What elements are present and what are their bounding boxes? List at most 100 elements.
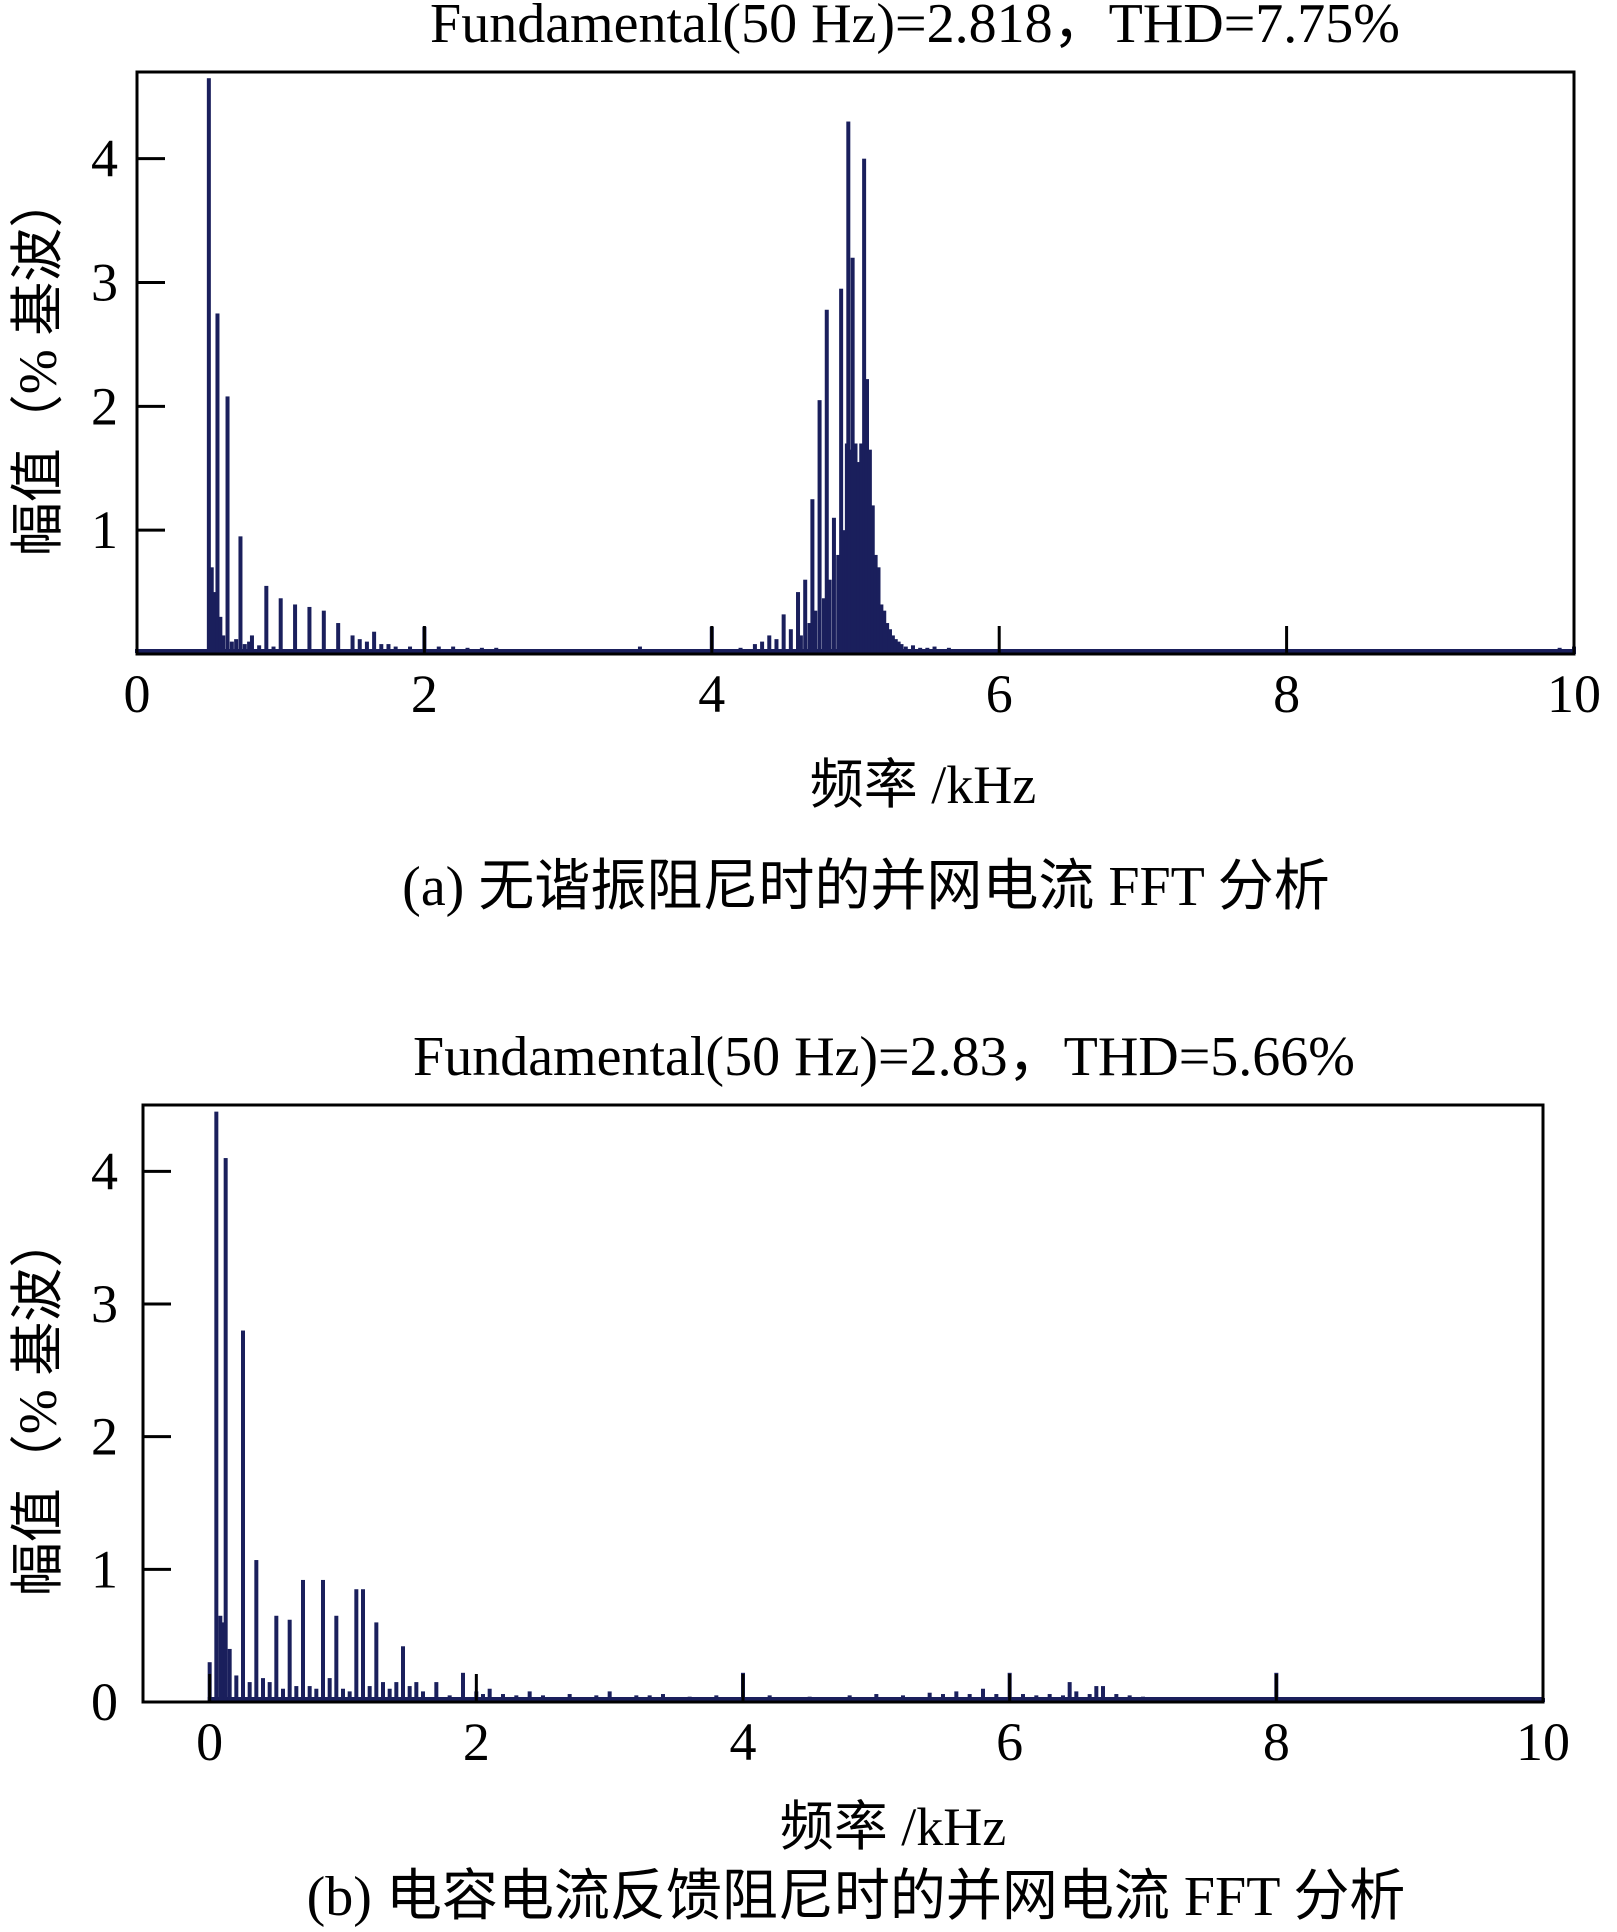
chart-b-bar: [1074, 1691, 1079, 1702]
chart-b-bar: [407, 1686, 412, 1702]
chart-a-x-axis-label: 频率 /kHz: [810, 755, 1036, 815]
chart-a-bar: [451, 646, 456, 654]
chart-a-bar: [807, 623, 812, 654]
chart-b-bar: [1474, 1698, 1479, 1702]
chart-b-bar: [307, 1686, 312, 1702]
chart-a-bar: [767, 635, 772, 654]
chart-a-bar: [850, 257, 855, 654]
chart-a-bar: [796, 592, 801, 654]
chart-a-bar: [824, 309, 829, 654]
chart-a-bar: [293, 604, 298, 654]
chart-a-bar: [899, 644, 904, 654]
chart-a-bar: [1140, 650, 1145, 654]
chart-b-bar: [1407, 1698, 1412, 1702]
chart-b-bar: [281, 1688, 285, 1702]
chart-a-bar: [893, 639, 898, 654]
chart-b-bar: [354, 1589, 359, 1702]
chart-a-bar: [918, 647, 923, 654]
chart-b-x-tick-label: 2: [463, 1712, 490, 1772]
chart-b-bar: [1127, 1695, 1132, 1702]
chart-b-bar: [227, 1648, 232, 1702]
chart-a-bar: [939, 649, 944, 654]
chart-b-bar: [487, 1688, 492, 1702]
chart-b-bar: [981, 1688, 985, 1702]
chart-b-bar: [214, 1111, 219, 1702]
chart-a-y-tick-label: 4: [91, 129, 118, 189]
chart-b-bar: [607, 1691, 612, 1702]
chart-b-plot-frame: [141, 1103, 1545, 1704]
chart-a-x-tick-label: 6: [986, 664, 1013, 724]
chart-a-plot-frame: [135, 70, 1576, 656]
chart-b-bar: [321, 1579, 325, 1702]
chart-a-bar: [229, 641, 234, 654]
chart-b-bar: [267, 1682, 272, 1702]
chart-a-bar: [234, 639, 239, 654]
chart-a-bar: [827, 579, 832, 654]
chart-a-bar: [882, 610, 887, 654]
chart-a-bar: [225, 396, 230, 654]
chart-b-x-tick-label: 4: [730, 1712, 757, 1772]
chart-b-bar: [1061, 1695, 1065, 1702]
chart-b-bar: [1341, 1698, 1345, 1702]
chart-b-y-tick-label: 0: [91, 1672, 118, 1732]
chart-a-bar: [982, 649, 987, 654]
chart-b-caption: (b) 电容电流反馈阻尼时的并网电流 FFT 分析: [307, 1866, 1406, 1928]
chart-b-y-axis-label: 幅值（% 基波）: [8, 1214, 68, 1596]
chart-b-bar: [381, 1682, 385, 1702]
chart-a-bar: [862, 158, 867, 654]
chart-a-bar: [307, 606, 312, 654]
chart-a-bar: [760, 641, 765, 654]
chart-a-bar: [218, 616, 223, 654]
chart-a-bar: [215, 313, 220, 654]
chart-a-bar: [271, 646, 276, 654]
chart-b-bar: [847, 1695, 852, 1702]
chart-a-bar: [386, 644, 391, 654]
chart-a-bar: [817, 400, 822, 654]
chart-b-bar: [1141, 1696, 1145, 1702]
chart-b-bar: [347, 1691, 352, 1702]
chart-b-bar: [394, 1682, 399, 1702]
chart-b-bar: [514, 1695, 519, 1702]
chart-b-y-tick-label: 4: [91, 1141, 118, 1201]
chart-a-bar: [257, 645, 262, 654]
chart-a-bar: [896, 641, 901, 654]
chart-a-bar: [831, 517, 836, 654]
chart-a-y-tick-label: 1: [91, 500, 118, 560]
chart-a-bar: [494, 647, 499, 654]
chart-a-bar: [321, 610, 326, 654]
chart-a-bar: [836, 554, 841, 654]
chart-a-bar: [788, 629, 793, 654]
chart-a-bar: [925, 647, 930, 654]
chart-b-x-tick-label: 10: [1516, 1712, 1570, 1772]
chart-a-bar: [774, 639, 779, 654]
chart-a-bar: [842, 530, 847, 654]
chart-a-bar: [910, 645, 915, 654]
chart-b-bar: [714, 1695, 719, 1702]
chart-a-bar: [408, 646, 413, 654]
chart-a-bar: [873, 554, 878, 654]
chart-b-bar: [254, 1560, 259, 1702]
chart-b-bar: [1101, 1686, 1105, 1702]
chart-b-title: Fundamental(50 Hz)=2.83，THD=5.66%: [413, 1026, 1355, 1088]
chart-a-bar: [954, 649, 959, 654]
chart-b-y-tick-label: 2: [91, 1407, 118, 1467]
chart-a-bar: [867, 449, 872, 654]
chart-a-bar: [803, 579, 808, 654]
chart-a-bar: [887, 629, 892, 654]
chart-b-bar: [234, 1675, 239, 1702]
chart-b-bar: [361, 1589, 365, 1702]
chart-b-bar: [241, 1330, 245, 1702]
chart-b-bar: [567, 1694, 572, 1702]
chart-a-bar: [870, 505, 875, 654]
chart-b-bar: [294, 1686, 299, 1702]
chart-b-bar: [527, 1691, 532, 1702]
chart-a-y-tick-label: 3: [91, 253, 118, 313]
chart-b-bar: [1207, 1698, 1212, 1702]
chart-a-bar: [264, 585, 269, 654]
chart-b-bar: [874, 1694, 879, 1702]
chart-a-bar: [879, 604, 884, 654]
chart-a-x-tick-label: 2: [411, 664, 438, 724]
chart-a-bar: [853, 443, 858, 654]
chart-b-bar: [334, 1615, 339, 1702]
chart-b-x-ticks: 0 2 4 6 8 10: [196, 1674, 1570, 1772]
